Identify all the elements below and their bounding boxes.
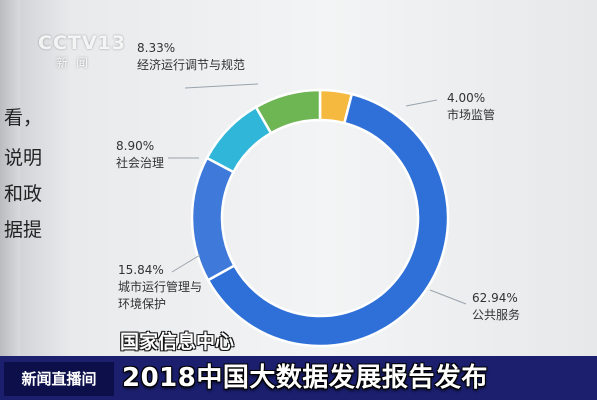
leader-line: [405, 99, 438, 107]
label-social-governance: 8.90% 社会治理: [116, 138, 164, 172]
label-value: 4.00%: [447, 91, 486, 105]
label-category-line: 环境保护: [118, 297, 167, 311]
label-category: 公共服务: [472, 308, 521, 322]
slide-edge: [0, 0, 20, 400]
leader-line: [429, 289, 467, 305]
label-urban-management: 15.84% 城市运行管理与 环境保护: [118, 262, 202, 313]
label-category: 社会治理: [116, 156, 165, 170]
channel-logo-sub: 新闻: [56, 56, 97, 70]
channel-logo: CCTV13 新闻: [38, 32, 125, 72]
side-text-line: 说明: [4, 147, 43, 169]
side-text-line: 据提: [4, 219, 43, 241]
headline: 2018中国大数据发展报告发布: [122, 363, 488, 393]
side-text-line: 看，: [4, 107, 43, 129]
label-value: 62.94%: [472, 291, 518, 305]
program-name: 新闻直播间: [4, 362, 114, 396]
donut-slices: [190, 88, 450, 348]
label-category: 市场监管: [447, 108, 496, 122]
channel-logo-main: CCTV13: [38, 32, 126, 54]
donut-slice: [206, 92, 450, 348]
leader-lines: [168, 83, 467, 305]
label-economic-regulation: 8.33% 经济运行调节与规范: [137, 40, 245, 74]
side-text-line: 和政: [4, 183, 43, 205]
label-value: 15.84%: [118, 263, 164, 277]
leader-line: [171, 254, 201, 273]
label-value: 8.90%: [116, 139, 155, 153]
label-value: 8.33%: [137, 41, 176, 55]
source-caption: 国家信息中心: [120, 331, 235, 353]
label-public-service: 62.94% 公共服务: [472, 290, 520, 324]
leader-line: [184, 83, 259, 89]
label-market-supervision: 4.00% 市场监管: [447, 90, 495, 124]
label-category: 经济运行调节与规范: [137, 58, 246, 72]
label-category-line: 城市运行管理与: [118, 280, 203, 294]
donut-slice: [254, 88, 322, 135]
